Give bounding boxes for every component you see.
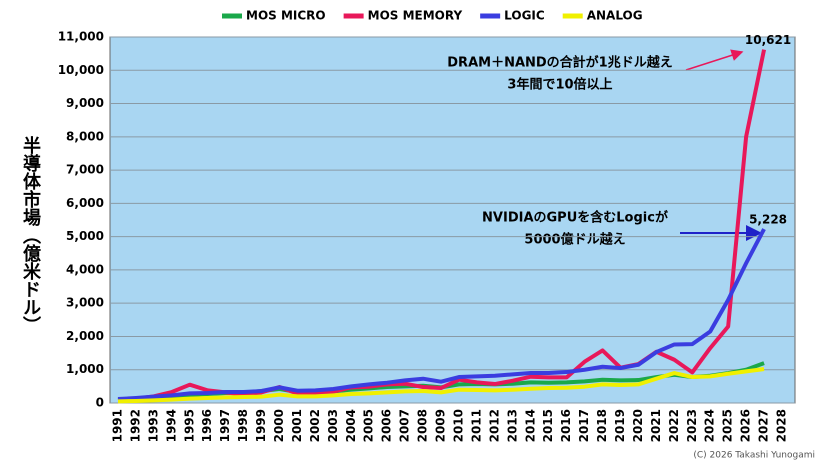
x-tick-label: 1991	[111, 409, 125, 442]
y-tick-label: 11,000	[58, 30, 104, 44]
x-tick-label: 2024	[703, 409, 717, 442]
x-tick-label: 2022	[667, 409, 681, 442]
x-tick-label: 2005	[362, 409, 376, 442]
x-tick-label: 2002	[308, 409, 322, 442]
legend-label: MOS MEMORY	[368, 9, 463, 23]
x-tick-label: 2012	[487, 409, 501, 442]
x-tick-label: 2011	[469, 409, 483, 442]
x-tick-label: 2007	[398, 409, 412, 442]
x-tick-label: 2009	[434, 409, 448, 442]
annotation: NVIDIAのGPUを含むLogicが	[482, 210, 668, 226]
x-tick-label: 1993	[146, 409, 160, 442]
x-tick-label: 2019	[613, 409, 627, 442]
x-tick-label: 2014	[523, 409, 537, 442]
x-tick-label: 2015	[541, 409, 555, 442]
y-tick-label: 4,000	[66, 262, 104, 276]
x-tick-label: 2006	[380, 409, 394, 442]
x-tick-label: 2016	[559, 409, 573, 442]
series-line	[117, 367, 765, 404]
x-tick-label: 2025	[721, 409, 735, 442]
x-tick-label: 2028	[775, 409, 789, 442]
annotation: 5000億ドル越え	[524, 232, 625, 248]
x-tick-label: 2026	[739, 409, 753, 442]
y-tick-label: 5,000	[66, 229, 104, 243]
y-tick-label: 7,000	[66, 163, 104, 177]
x-tick-label: 2023	[685, 409, 699, 442]
x-tick-label: 2020	[631, 409, 645, 442]
x-tick-label: 2010	[451, 409, 465, 442]
x-tick-label: 1992	[128, 409, 142, 442]
legend-label: LOGIC	[504, 9, 545, 23]
y-tick-label: 2,000	[66, 329, 104, 343]
x-tick-label: 2017	[577, 409, 591, 442]
x-tick-label: 2000	[272, 409, 286, 442]
y-tick-label: 9,000	[66, 96, 104, 110]
x-tick-label: 2027	[757, 409, 771, 442]
x-tick-label: 2003	[326, 409, 340, 442]
data-label: 5,228	[749, 213, 787, 227]
y-tick-label: 10,000	[58, 63, 104, 77]
plot-area	[109, 36, 796, 404]
x-tick-label: 1997	[218, 409, 232, 442]
copyright: (C) 2026 Takashi Yunogami	[693, 451, 815, 461]
data-label: 10,621	[745, 33, 791, 47]
x-tick-label: 1996	[200, 409, 214, 442]
legend-label: ANALOG	[587, 9, 643, 23]
x-tick-label: 2021	[649, 409, 663, 442]
y-tick-label: 0	[96, 396, 104, 410]
y-tick-label: 1,000	[66, 362, 104, 376]
x-tick-label: 2013	[505, 409, 519, 442]
x-tick-label: 2008	[416, 409, 430, 442]
y-tick-label: 6,000	[66, 196, 104, 210]
series-line	[117, 228, 766, 402]
x-tick-label: 1998	[236, 409, 250, 442]
annotation: 3年間で10倍以上	[507, 77, 612, 93]
y-axis-label: 半導体市場（億米ドル）	[20, 135, 41, 334]
x-tick-label: 2001	[290, 409, 304, 442]
x-tick-label: 1994	[164, 409, 178, 442]
arrow	[685, 49, 744, 71]
annotation: DRAM＋NANDの合計が1兆ドル越え	[447, 55, 672, 71]
x-tick-label: 2004	[344, 409, 358, 442]
y-tick-label: 8,000	[66, 129, 104, 143]
x-tick-label: 2018	[595, 409, 609, 442]
x-tick-label: 1995	[182, 409, 196, 442]
x-tick-label: 1999	[254, 409, 268, 442]
legend-label: MOS MICRO	[246, 9, 326, 23]
y-tick-label: 3,000	[66, 296, 104, 310]
